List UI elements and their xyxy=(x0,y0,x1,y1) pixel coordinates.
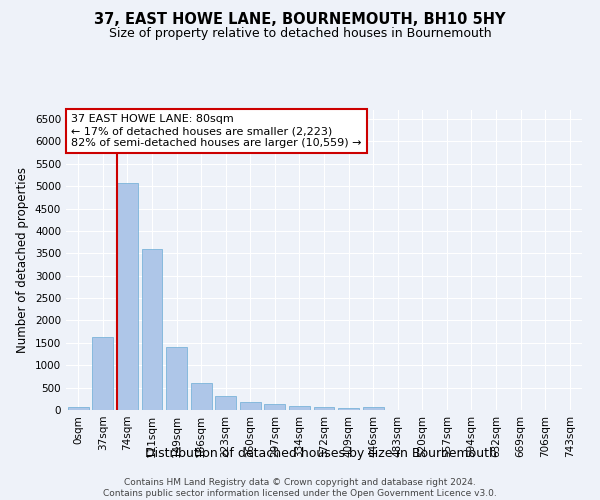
Bar xyxy=(142,250,163,410)
Bar xyxy=(191,382,212,410)
Bar xyxy=(362,407,383,410)
Text: Size of property relative to detached houses in Bournemouth: Size of property relative to detached ho… xyxy=(109,28,491,40)
Text: 37, EAST HOWE LANE, BOURNEMOUTH, BH10 5HY: 37, EAST HOWE LANE, BOURNEMOUTH, BH10 5H… xyxy=(94,12,506,28)
Bar xyxy=(240,402,261,410)
Bar xyxy=(117,184,138,410)
Text: 37 EAST HOWE LANE: 80sqm
← 17% of detached houses are smaller (2,223)
82% of sem: 37 EAST HOWE LANE: 80sqm ← 17% of detach… xyxy=(71,114,362,148)
Bar xyxy=(68,406,89,410)
Bar xyxy=(166,348,187,410)
Bar xyxy=(314,407,334,410)
Y-axis label: Number of detached properties: Number of detached properties xyxy=(16,167,29,353)
Bar xyxy=(215,396,236,410)
Bar xyxy=(289,406,310,410)
Bar xyxy=(338,408,359,410)
Bar xyxy=(265,404,286,410)
Text: Distribution of detached houses by size in Bournemouth: Distribution of detached houses by size … xyxy=(145,448,497,460)
Bar xyxy=(92,338,113,410)
Text: Contains HM Land Registry data © Crown copyright and database right 2024.
Contai: Contains HM Land Registry data © Crown c… xyxy=(103,478,497,498)
